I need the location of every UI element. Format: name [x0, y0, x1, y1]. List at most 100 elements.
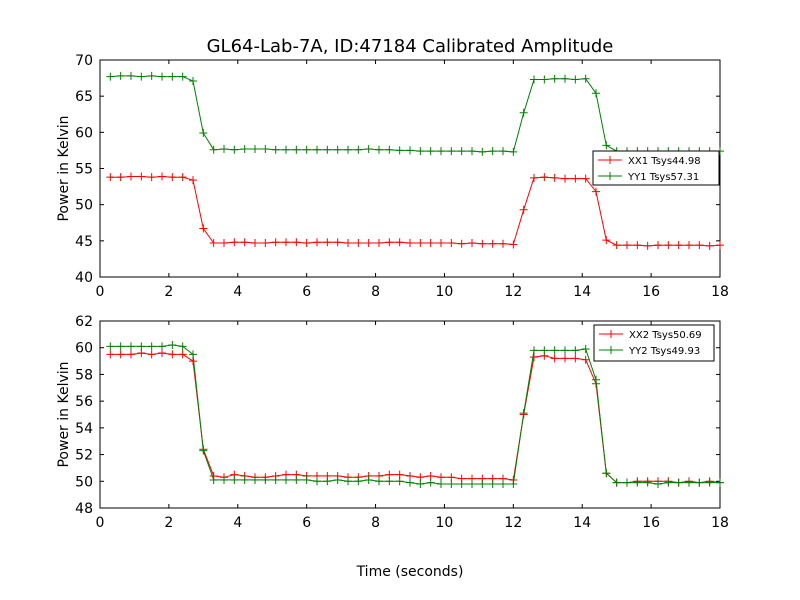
- data-point-marker: [561, 354, 569, 363]
- data-point-marker: [509, 147, 518, 156]
- x-tick-label: 8: [371, 284, 380, 300]
- data-point-marker: [695, 478, 704, 487]
- data-point-marker: [127, 350, 135, 359]
- data-point-marker: [395, 470, 404, 479]
- data-point-marker: [550, 346, 559, 355]
- x-tick-label: 2: [164, 284, 173, 300]
- data-point-marker: [581, 355, 590, 364]
- data-point-marker: [426, 239, 435, 248]
- data-point-marker: [116, 71, 125, 80]
- data-point-marker: [282, 145, 290, 154]
- y-tick-label: 65: [75, 89, 93, 105]
- data-point-marker: [509, 479, 518, 488]
- data-point-marker: [437, 147, 445, 156]
- x-tick-label: 16: [642, 515, 660, 531]
- data-point-marker: [499, 147, 507, 156]
- data-point-marker: [158, 72, 166, 81]
- x-tick-label: 4: [233, 515, 242, 531]
- data-point-marker: [240, 238, 249, 247]
- data-point-marker: [282, 475, 290, 484]
- y-axis-label: Power in Kelvin: [56, 115, 72, 221]
- data-point-marker: [137, 349, 146, 358]
- data-point-marker: [581, 74, 590, 83]
- data-point-marker: [478, 239, 487, 248]
- data-point-marker: [127, 342, 135, 351]
- legend-entry: YY1 Tsys57.31: [627, 172, 699, 183]
- data-point-marker: [561, 74, 569, 83]
- data-point-marker: [581, 345, 590, 354]
- data-point-marker: [530, 75, 538, 84]
- data-point-marker: [127, 71, 135, 80]
- data-point-marker: [251, 144, 259, 153]
- data-point-marker: [261, 475, 270, 484]
- data-point-marker: [468, 147, 476, 156]
- data-point-marker: [488, 239, 497, 248]
- data-point-marker: [158, 349, 166, 358]
- x-tick-label: 10: [436, 515, 454, 531]
- data-point-marker: [209, 239, 218, 248]
- data-point-marker: [519, 108, 528, 117]
- data-point-marker: [168, 350, 177, 359]
- x-tick-label: 0: [96, 515, 105, 531]
- data-point-marker: [633, 478, 642, 487]
- data-point-marker: [106, 350, 115, 359]
- data-point-marker: [168, 72, 177, 81]
- data-point-marker: [147, 350, 156, 359]
- data-point-marker: [395, 238, 404, 247]
- data-point-marker: [178, 342, 187, 351]
- data-point-marker: [313, 477, 321, 486]
- y-tick-label: 55: [75, 162, 93, 178]
- legend-marker: [607, 330, 615, 338]
- y-tick-label: 70: [75, 53, 93, 69]
- data-point-marker: [385, 145, 394, 154]
- legend-entry: XX1 Tsys44.98: [628, 156, 701, 167]
- data-point-marker: [654, 241, 662, 250]
- y-tick-label: 52: [75, 448, 93, 464]
- x-tick-label: 14: [573, 515, 591, 531]
- data-point-marker: [705, 241, 714, 250]
- data-point-marker: [447, 239, 456, 248]
- data-point-marker: [199, 129, 208, 138]
- data-point-marker: [116, 173, 125, 182]
- data-point-marker: [158, 172, 166, 181]
- data-point-marker: [499, 479, 507, 488]
- x-tick-label: 18: [711, 284, 729, 300]
- data-point-marker: [199, 224, 208, 233]
- data-point-marker: [333, 238, 342, 247]
- data-point-marker: [602, 141, 611, 150]
- data-point-marker: [457, 479, 466, 488]
- data-point-marker: [261, 239, 270, 248]
- y-tick-label: 45: [75, 234, 93, 250]
- data-point-marker: [437, 473, 445, 482]
- data-point-marker: [633, 241, 642, 250]
- legend-marker: [607, 346, 615, 354]
- top-panel: 0 2 4 6 8 10 12 14 16 18 40 45 50 55 60 65 70 Power in Ke…: [56, 53, 729, 300]
- data-point-marker: [426, 147, 435, 156]
- x-tick-label: 12: [504, 284, 522, 300]
- x-tick-label: 2: [164, 515, 173, 531]
- data-point-marker: [158, 342, 166, 351]
- data-point-marker: [385, 238, 394, 247]
- x-tick-label: 10: [436, 284, 454, 300]
- data-point-marker: [530, 353, 538, 362]
- data-point-marker: [364, 239, 373, 248]
- data-point-marker: [230, 145, 239, 154]
- data-point-marker: [612, 241, 621, 250]
- y-tick-label: 58: [75, 367, 93, 383]
- y-tick-label: 48: [75, 501, 93, 517]
- data-point-marker: [292, 145, 301, 154]
- data-point-marker: [643, 478, 652, 487]
- data-point-marker: [385, 470, 394, 479]
- data-point-marker: [395, 146, 404, 155]
- y-tick-label: 40: [75, 270, 93, 286]
- data-point-marker: [261, 144, 270, 153]
- data-point-marker: [106, 173, 115, 182]
- data-point-marker: [271, 145, 280, 154]
- data-point-marker: [127, 172, 135, 181]
- y-tick-label: 60: [75, 341, 93, 357]
- data-point-marker: [137, 342, 146, 351]
- data-point-marker: [550, 173, 559, 182]
- data-point-marker: [178, 350, 187, 359]
- data-point-marker: [623, 241, 631, 250]
- legend-entry: XX2 Tsys50.69: [629, 330, 702, 341]
